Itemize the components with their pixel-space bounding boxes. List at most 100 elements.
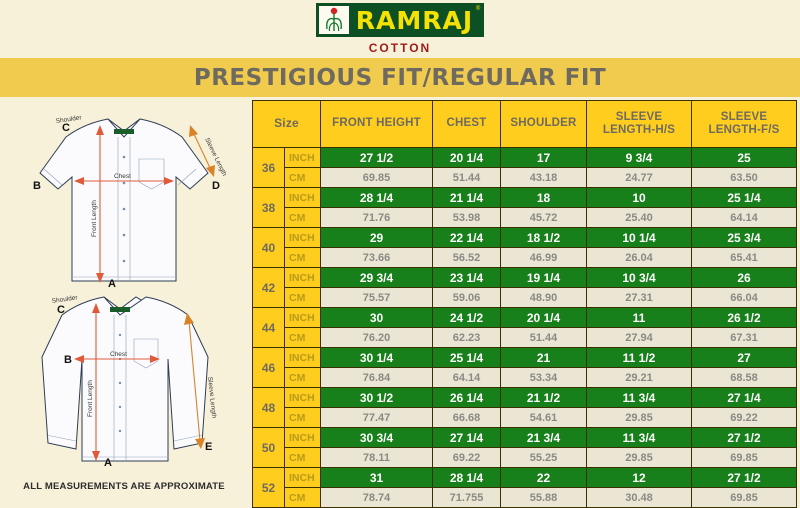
col-header-front-height: FRONT HEIGHT xyxy=(320,100,433,148)
table-row: CM 76.20 62.23 51.44 27.94 67.31 xyxy=(253,327,797,348)
registered-mark: ® xyxy=(475,6,481,12)
point-label-d: D xyxy=(212,180,220,192)
table-row: 46 INCH 30 1/4 25 1/4 21 11 1/2 27 xyxy=(252,347,797,388)
col-header-sleeve-fs: SLEEVE LENGTH-F/S xyxy=(691,100,797,148)
cell-sleeve-length-fs-inch: 25 1/4 xyxy=(691,187,797,208)
sleeve-fs-line2: LENGTH-F/S xyxy=(708,124,780,136)
label-chest: Chest xyxy=(110,351,127,358)
cell-sleeve-length-hs-cm: 26.04 xyxy=(586,247,692,268)
logo-box: RAMRAJ ® xyxy=(315,3,485,37)
unit-label-inch: INCH xyxy=(284,427,321,448)
cell-shoulder-inch: 20 1/4 xyxy=(500,307,587,328)
cell-chest-inch: 25 1/4 xyxy=(432,347,501,368)
cell-shoulder-cm: 55.88 xyxy=(500,487,587,508)
half-sleeve-shirt-diagram: Shoulder Chest Front Length Sleeve Lengt… xyxy=(0,97,248,289)
unit-label-inch: INCH xyxy=(284,187,321,208)
cell-sleeve-length-hs-cm: 29.85 xyxy=(586,407,692,428)
unit-label-cm: CM xyxy=(284,407,321,428)
cell-sleeve-length-fs-inch: 25 xyxy=(691,147,797,168)
size-cell: 52 xyxy=(252,467,285,508)
size-cell: 44 xyxy=(252,307,285,348)
cell-sleeve-length-fs-cm: 66.04 xyxy=(691,287,797,308)
table-row: CM 73.66 56.52 46.99 26.04 65.41 xyxy=(253,247,797,268)
cell-chest-cm: 64.14 xyxy=(432,367,501,388)
size-cell: 46 xyxy=(252,347,285,388)
table-row: 40 INCH 29 22 1/4 18 1/2 10 1/4 25 3/4 xyxy=(252,227,797,268)
unit-label-cm: CM xyxy=(284,167,321,188)
cell-shoulder-inch: 22 xyxy=(500,467,587,488)
cell-sleeve-length-fs-inch: 27 xyxy=(691,347,797,368)
cell-front-height-inch: 30 1/4 xyxy=(320,347,433,368)
point-label-e: E xyxy=(205,441,212,453)
cell-shoulder-cm: 54.61 xyxy=(500,407,587,428)
title-band: PRESTIGIOUS FIT/REGULAR FIT xyxy=(0,58,800,97)
logo-wordmark: RAMRAJ ® xyxy=(349,6,481,34)
cell-sleeve-length-hs-inch: 10 xyxy=(586,187,692,208)
cell-shoulder-cm: 51.44 xyxy=(500,327,587,348)
unit-label-inch: INCH xyxy=(284,467,321,488)
measurements-table: Size FRONT HEIGHT CHEST SHOULDER SLEEVE … xyxy=(252,100,797,508)
cell-front-height-inch: 29 xyxy=(320,227,433,248)
cell-front-height-inch: 31 xyxy=(320,467,433,488)
cell-front-height-inch: 30 1/2 xyxy=(320,387,433,408)
cell-chest-inch: 23 1/4 xyxy=(432,267,501,288)
size-cell: 38 xyxy=(252,187,285,228)
col-header-shoulder: SHOULDER xyxy=(500,100,587,148)
sleeve-hs-line1: SLEEVE xyxy=(615,110,663,123)
cell-front-height-cm: 77.47 xyxy=(320,407,433,428)
col-header-chest: CHEST xyxy=(432,100,501,148)
cell-sleeve-length-hs-inch: 9 3/4 xyxy=(586,147,692,168)
unit-label-cm: CM xyxy=(284,247,321,268)
size-cell: 50 xyxy=(252,427,285,468)
size-cell: 40 xyxy=(252,227,285,268)
cell-sleeve-length-hs-inch: 10 1/4 xyxy=(586,227,692,248)
cell-chest-cm: 69.22 xyxy=(432,447,501,468)
cell-sleeve-length-fs-inch: 27 1/2 xyxy=(691,427,797,448)
cell-sleeve-length-fs-inch: 26 xyxy=(691,267,797,288)
cell-chest-inch: 22 1/4 xyxy=(432,227,501,248)
cell-sleeve-length-hs-cm: 27.31 xyxy=(586,287,692,308)
unit-label-inch: INCH xyxy=(284,347,321,368)
cell-sleeve-length-fs-inch: 27 1/4 xyxy=(691,387,797,408)
table-row: CM 71.76 53.98 45.72 25.40 64.14 xyxy=(253,207,797,228)
unit-label-inch: INCH xyxy=(284,307,321,328)
cell-sleeve-length-hs-cm: 29.21 xyxy=(586,367,692,388)
cell-front-height-cm: 78.11 xyxy=(320,447,433,468)
full-sleeve-shirt-diagram: Shoulder Chest Front Length Sleeve Lengt… xyxy=(0,285,248,473)
table-row: 50 INCH 30 3/4 27 1/4 21 3/4 11 3/4 27 1/2 xyxy=(252,427,797,468)
cell-shoulder-cm: 53.34 xyxy=(500,367,587,388)
cell-shoulder-inch: 19 1/4 xyxy=(500,267,587,288)
unit-label-cm: CM xyxy=(284,447,321,468)
cell-front-height-cm: 76.20 xyxy=(320,327,433,348)
label-chest: Chest xyxy=(114,173,131,180)
cell-sleeve-length-hs-inch: 11 1/2 xyxy=(586,347,692,368)
unit-label-inch: INCH xyxy=(284,227,321,248)
cell-sleeve-length-fs-cm: 69.85 xyxy=(691,447,797,468)
cell-chest-cm: 53.98 xyxy=(432,207,501,228)
cell-chest-cm: 56.52 xyxy=(432,247,501,268)
cell-shoulder-cm: 43.18 xyxy=(500,167,587,188)
point-label-c: C xyxy=(57,304,65,316)
cell-front-height-cm: 75.57 xyxy=(320,287,433,308)
cell-shoulder-cm: 46.99 xyxy=(500,247,587,268)
cell-front-height-inch: 27 1/2 xyxy=(320,147,433,168)
plant-flower-icon xyxy=(318,6,349,34)
col-header-size: Size xyxy=(252,100,321,148)
cell-shoulder-inch: 17 xyxy=(500,147,587,168)
label-front-length: Front Length xyxy=(87,380,94,417)
unit-label-inch: INCH xyxy=(284,147,321,168)
cell-shoulder-inch: 18 1/2 xyxy=(500,227,587,248)
table-body: 36 INCH 27 1/2 20 1/4 17 9 3/4 25 CM 69.85 51.44 4… xyxy=(252,147,797,508)
table-row: CM 69.85 51.44 43.18 24.77 63.50 xyxy=(253,167,797,188)
cell-front-height-inch: 30 3/4 xyxy=(320,427,433,448)
cell-sleeve-length-hs-inch: 10 3/4 xyxy=(586,267,692,288)
cell-chest-cm: 62.23 xyxy=(432,327,501,348)
cell-sleeve-length-fs-cm: 69.85 xyxy=(691,487,797,508)
unit-label-cm: CM xyxy=(284,487,321,508)
brand-logo: RAMRAJ ® xyxy=(315,3,485,37)
cell-front-height-cm: 69.85 xyxy=(320,167,433,188)
label-shoulder: Shoulder xyxy=(51,294,79,305)
table-row: CM 76.84 64.14 53.34 29.21 68.58 xyxy=(253,367,797,388)
sleeve-fs-line1: SLEEVE xyxy=(720,110,768,123)
